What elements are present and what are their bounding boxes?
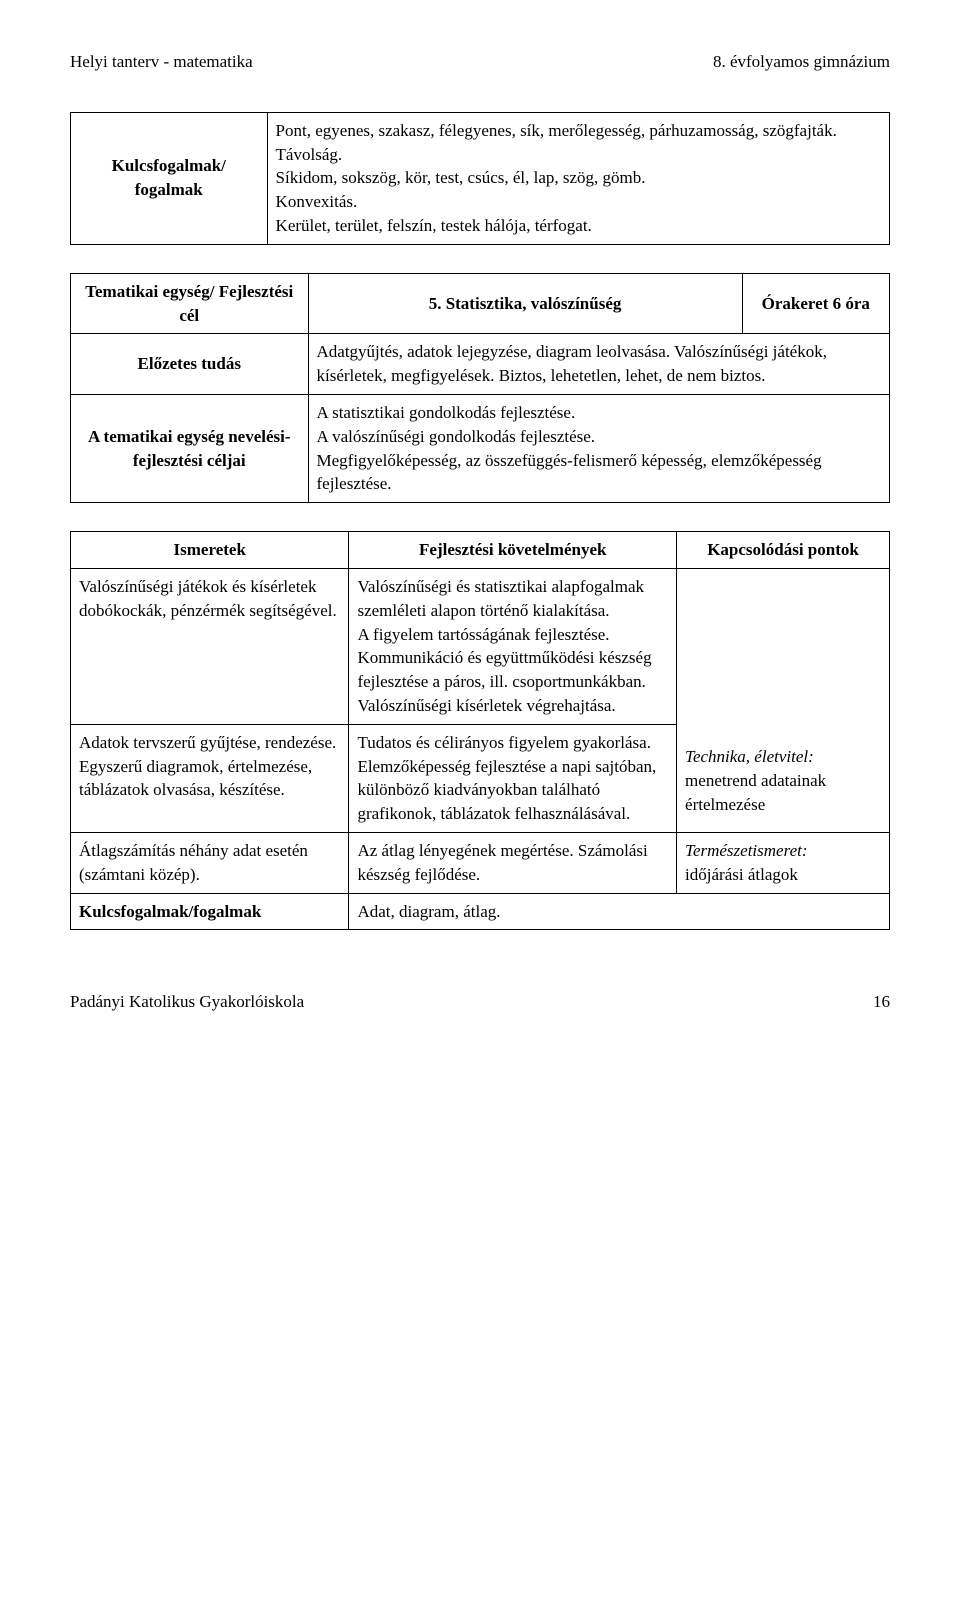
t3-r3c3: Természetismeret: időjárási átlagok — [677, 832, 890, 893]
t2-r3c1: A tematikai egység nevelési-fejlesztési … — [71, 394, 309, 502]
t3-r3c3a: Természetismeret: — [685, 841, 807, 860]
page-footer: Padányi Katolikus Gyakorlóiskola 16 — [70, 990, 890, 1014]
footer-page-number: 16 — [873, 990, 890, 1014]
page-header: Helyi tanterv - matematika 8. évfolyamos… — [70, 50, 890, 74]
t3-h2: Fejlesztési követelmények — [349, 532, 677, 569]
t3-r12c3: Technika, életvitel: menetrend adatainak… — [677, 568, 890, 832]
t1-content: Pont, egyenes, szakasz, félegyenes, sík,… — [267, 112, 889, 244]
t2-r1c1: Tematikai egység/ Fejlesztési cél — [71, 273, 309, 334]
t3-r3c2: Az átlag lényegének megértése. Számolási… — [349, 832, 677, 893]
t3-r2c1: Adatok tervszerű gyűjtése, rendezése. Eg… — [71, 724, 349, 832]
t2-r2c1: Előzetes tudás — [71, 334, 309, 395]
t3-h3: Kapcsolódási pontok — [677, 532, 890, 569]
t2-r2c2: Adatgyűjtés, adatok lejegyzése, diagram … — [308, 334, 890, 395]
t3-r3c1: Átlagszámítás néhány adat esetén (számta… — [71, 832, 349, 893]
t1-label: Kulcsfogalmak/ fogalmak — [71, 112, 268, 244]
t2-r1c3: Órakeret 6 óra — [742, 273, 889, 334]
t3-r2c3a: Technika, életvitel: — [685, 747, 814, 766]
t3-r1c2: Valószínűségi és statisztikai alapfogalm… — [349, 568, 677, 724]
table-kulcsfogalmak: Kulcsfogalmak/ fogalmak Pont, egyenes, s… — [70, 112, 890, 245]
t2-r1c2: 5. Statisztika, valószínűség — [308, 273, 742, 334]
t3-r2c3b: menetrend adatainak értelmezése — [685, 771, 826, 814]
header-left: Helyi tanterv - matematika — [70, 50, 253, 74]
header-right: 8. évfolyamos gimnázium — [713, 50, 890, 74]
t2-r3c2: A statisztikai gondolkodás fejlesztése. … — [308, 394, 890, 502]
t3-r1c1: Valószínűségi játékok és kísérletek dobó… — [71, 568, 349, 724]
t3-r3c3b: időjárási átlagok — [685, 865, 798, 884]
t3-r2c2: Tudatos és célirányos figyelem gyakorlás… — [349, 724, 677, 832]
t3-h1: Ismeretek — [71, 532, 349, 569]
t3-r4c1: Kulcsfogalmak/fogalmak — [71, 893, 349, 930]
footer-left: Padányi Katolikus Gyakorlóiskola — [70, 990, 304, 1014]
t3-r4c2: Adat, diagram, átlag. — [349, 893, 890, 930]
table-ismeretek: Ismeretek Fejlesztési követelmények Kapc… — [70, 531, 890, 930]
table-tematikai: Tematikai egység/ Fejlesztési cél 5. Sta… — [70, 273, 890, 503]
